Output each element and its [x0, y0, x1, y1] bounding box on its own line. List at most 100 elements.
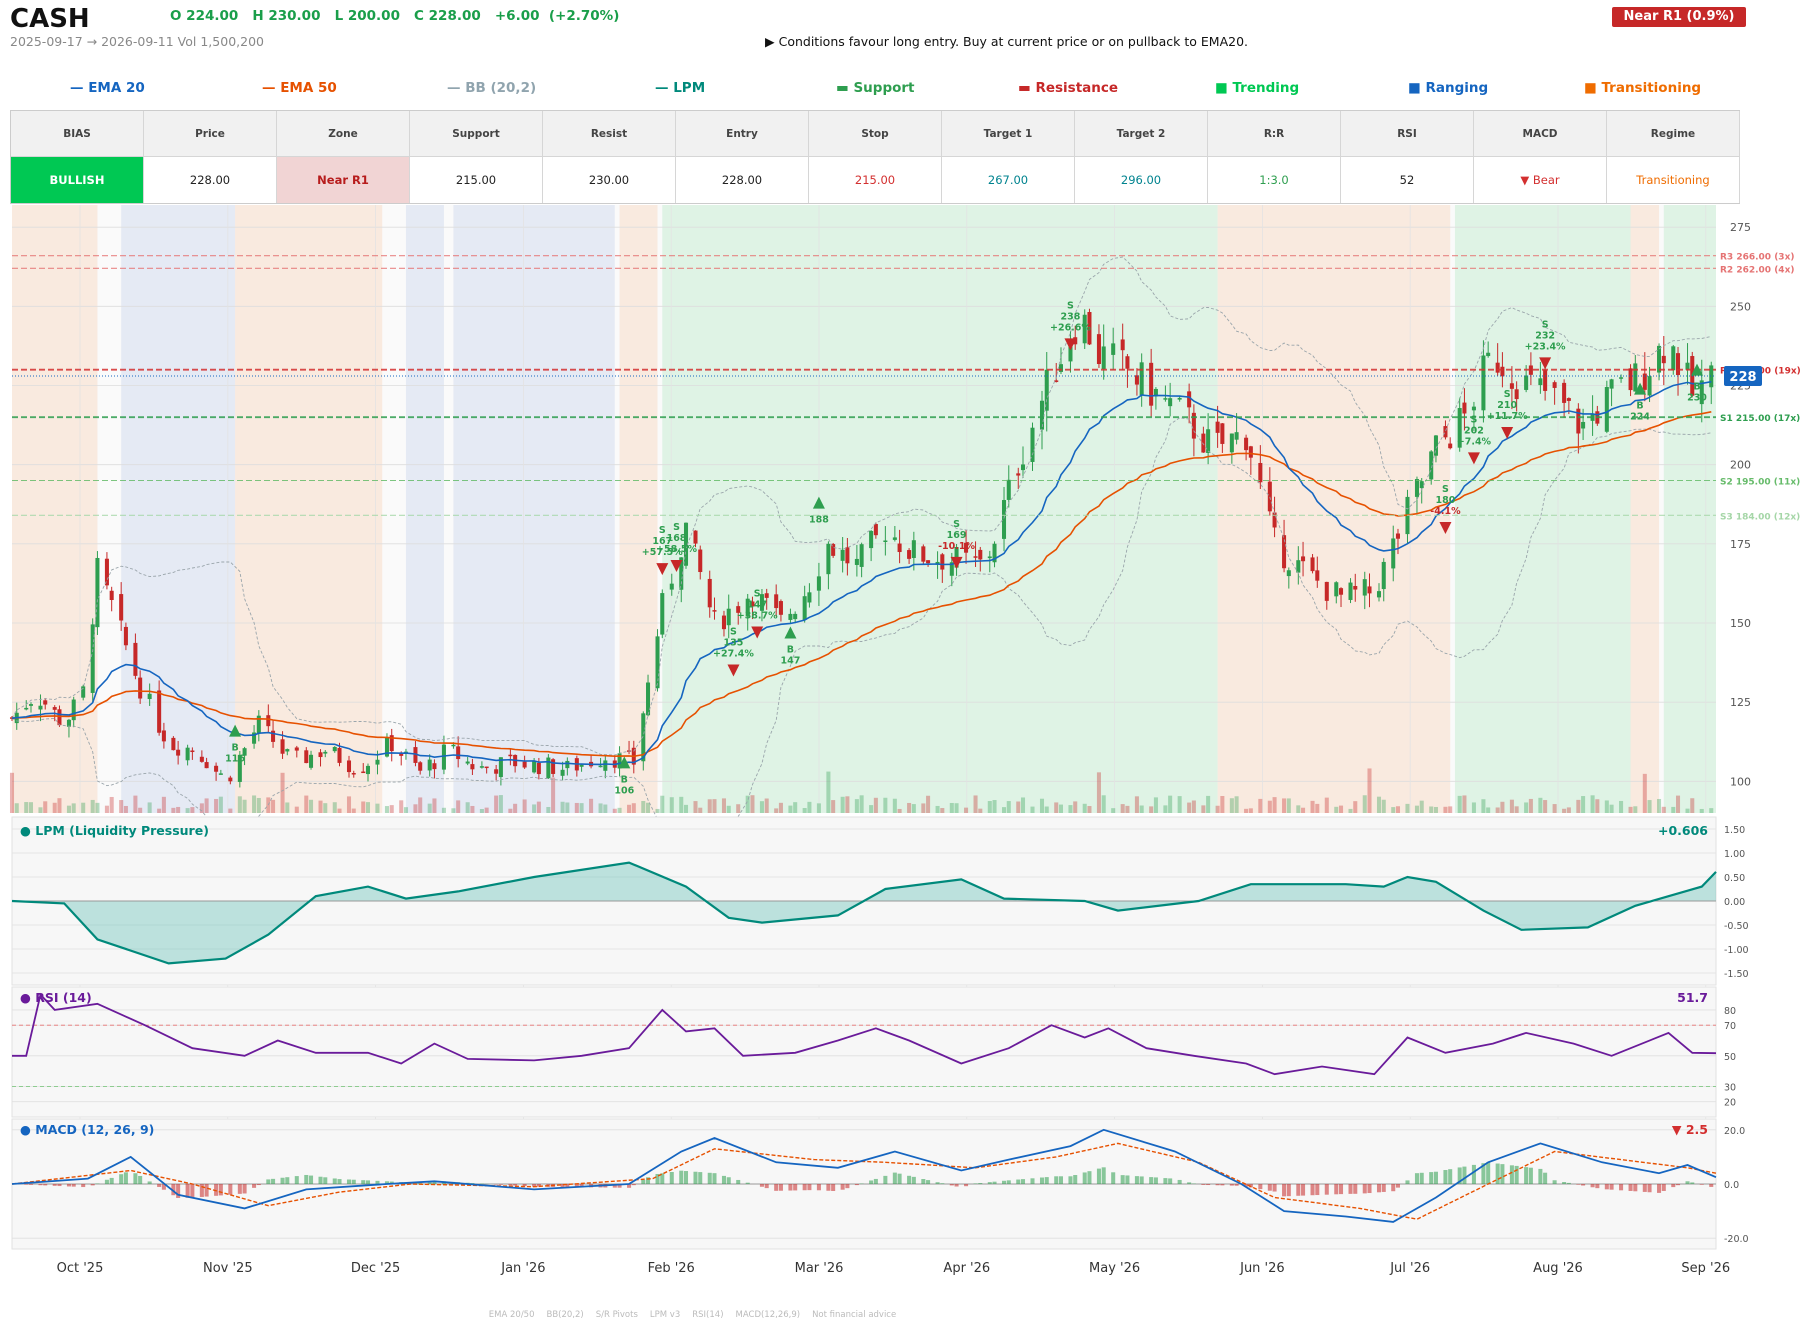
candle-body — [1699, 380, 1704, 405]
macd-histogram-bar — [252, 1184, 257, 1188]
macd-histogram-bar — [1002, 1180, 1007, 1184]
buy-marker-triangle — [229, 724, 242, 737]
candle-body — [1258, 463, 1263, 483]
macd-title: ● MACD (12, 26, 9) — [20, 1122, 154, 1137]
candle-body — [1552, 382, 1557, 388]
candle-body — [603, 760, 608, 771]
macd-histogram-bar — [1457, 1167, 1462, 1184]
trade-marker-label: 168 — [667, 533, 687, 544]
volume-bar — [1528, 798, 1533, 813]
candle-body — [522, 761, 527, 768]
sell-marker-triangle — [751, 626, 764, 639]
macd-histogram-bar — [1310, 1184, 1315, 1196]
macd-histogram-bar — [869, 1180, 874, 1184]
macd-histogram-bar — [1500, 1164, 1505, 1184]
macd-histogram-bar — [309, 1175, 314, 1184]
volume-bar — [532, 804, 537, 813]
macd-histogram-bar — [71, 1184, 76, 1187]
volume-bar — [228, 808, 233, 813]
macd-histogram-bar — [1087, 1171, 1092, 1184]
macd-histogram-bar — [1362, 1184, 1367, 1194]
trade-marker-label: 147 — [781, 656, 801, 667]
volume-bar — [726, 805, 731, 813]
last-price-tag — [1724, 366, 1762, 386]
macd-histogram-bar — [1201, 1184, 1206, 1185]
candle-body — [1153, 388, 1158, 397]
macd-histogram-bar — [1296, 1184, 1301, 1196]
macd-histogram-bar — [1111, 1172, 1116, 1184]
volume-bar — [750, 795, 755, 813]
volume-bar — [641, 800, 646, 813]
candle-body — [693, 530, 698, 544]
regime-band — [12, 205, 98, 813]
trade-marker-label: +57.5% — [642, 547, 683, 558]
candle-body — [579, 764, 584, 767]
candle-body — [309, 754, 314, 768]
volume-bar — [1139, 805, 1144, 813]
stats-header: Price — [144, 111, 277, 157]
x-tick-label: Mar '26 — [795, 1261, 844, 1276]
volume-bar — [1120, 804, 1125, 813]
volume-bar — [926, 795, 931, 813]
chart-legend: — EMA 20 — EMA 50 — BB (20,2) — LPM ▬ Suppor… — [0, 80, 1740, 98]
volume-bar — [873, 797, 878, 813]
rsi-line — [12, 992, 1717, 1076]
volume-bar — [1414, 805, 1419, 813]
price-tick-label: 275 — [1730, 221, 1751, 234]
volume-bar — [1087, 806, 1092, 813]
legend-item: — EMA 20 — [70, 80, 145, 96]
sell-marker-triangle — [1467, 452, 1480, 465]
volume-bar — [1619, 800, 1624, 813]
volume-bar — [612, 808, 617, 813]
volume-bar — [1699, 808, 1704, 813]
candle-body — [1087, 312, 1092, 345]
volume-bar — [693, 801, 698, 813]
volume-bar — [1339, 805, 1344, 813]
candle-body — [1058, 364, 1064, 372]
volume-bar — [365, 802, 371, 813]
macd-histogram-bar — [1101, 1167, 1106, 1184]
trade-marker-label: +27.4% — [713, 649, 754, 660]
candle-body — [1495, 362, 1500, 373]
macd-histogram-bar — [1220, 1184, 1225, 1186]
macd-histogram-bar — [1234, 1184, 1239, 1186]
rsi-panel-tick-label: 70 — [1724, 1021, 1736, 1032]
price-tick-label: 250 — [1730, 300, 1751, 313]
candle-body — [536, 762, 541, 775]
candle-body — [256, 715, 261, 734]
volume-bar — [721, 798, 726, 813]
candle-body — [95, 557, 100, 628]
volume-bar — [176, 806, 181, 813]
volume-bar — [147, 802, 152, 813]
candle-body — [1296, 560, 1301, 573]
candle-body — [1429, 451, 1434, 480]
volume-bar — [1524, 802, 1529, 813]
candle-body — [546, 757, 551, 779]
macd-histogram-bar — [1395, 1184, 1401, 1188]
legend-item: — EMA 50 — [262, 80, 337, 96]
candle-body — [1334, 582, 1339, 597]
macd-histogram-bar — [1481, 1163, 1486, 1184]
legend-item: ▬ Resistance — [1018, 80, 1119, 96]
candle-body — [441, 744, 446, 770]
candle-body — [204, 762, 209, 769]
macd-histogram-bar — [579, 1184, 584, 1188]
candle-body — [788, 613, 793, 620]
trade-marker-label: 210 — [1497, 400, 1517, 411]
candle-body — [1125, 356, 1130, 369]
trade-marker-label: 147 — [747, 600, 767, 611]
zone-badge: Near R1 (0.9%) — [1612, 7, 1746, 27]
volume-bar — [161, 796, 166, 813]
macd-histogram-bar — [228, 1184, 233, 1195]
candle-body — [81, 686, 86, 698]
macd-histogram-bar — [698, 1172, 703, 1184]
candle-body — [940, 554, 945, 570]
macd-histogram-bar — [560, 1184, 565, 1188]
macd-histogram-bar — [190, 1184, 195, 1198]
volume-bar — [522, 799, 527, 813]
sr-level-label: S3 184.00 (12x) — [1720, 512, 1800, 522]
volume-bar — [1709, 808, 1714, 813]
candle-body — [271, 730, 276, 742]
macd-histogram-bar — [926, 1180, 931, 1184]
candle-body — [1657, 345, 1662, 373]
